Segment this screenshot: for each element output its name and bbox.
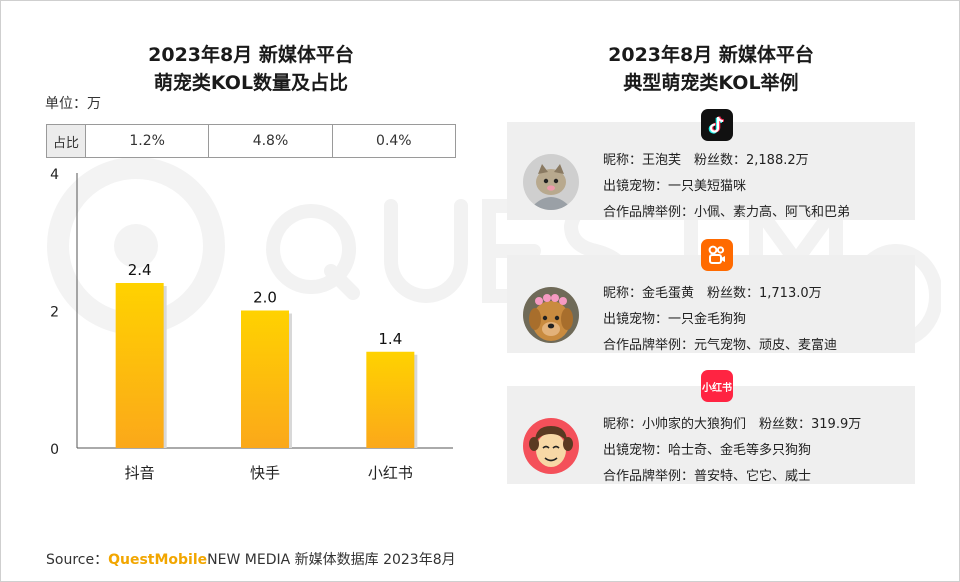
- bar: [366, 351, 415, 448]
- bar-value-label: 1.4: [378, 330, 402, 348]
- kol-name-line: 昵称：小帅家的大狼狗们 粉丝数：319.9万: [603, 417, 862, 432]
- source-brand: QuestMobile: [108, 552, 208, 568]
- kol-info-3: 昵称：小帅家的大狼狗们 粉丝数：319.9万 出镜宠物：哈士奇、金毛等多只狗狗 …: [603, 412, 861, 490]
- kol-brand-line: 合作品牌举例：小佩、素力高、阿飞和巴弟: [603, 205, 851, 220]
- share-value-xiaohongshu: 0.4%: [331, 125, 455, 157]
- chart-title-line1: 2023年8月 新媒体平台: [148, 44, 354, 66]
- x-tick-label: 快手: [250, 464, 280, 482]
- x-tick-label: 小红书: [368, 464, 413, 482]
- xiaohongshu-icon: 小红书: [701, 370, 733, 402]
- kol-name-line: 昵称：金毛蛋黄 粉丝数：1,713.0万: [603, 286, 822, 301]
- source-note: Source：QuestMobileNEW MEDIA 新媒体数据库 2023年…: [46, 549, 456, 569]
- examples-title-line1: 2023年8月 新媒体平台: [608, 44, 814, 66]
- kol-brand-line: 合作品牌举例：普安特、它它、威士: [603, 469, 812, 484]
- kol-avatar-golden-retriever: [523, 287, 579, 343]
- kol-card-kuaishou: 昵称：金毛蛋黄 粉丝数：1,713.0万 出镜宠物：一只金毛狗狗 合作品牌举例：…: [507, 255, 915, 353]
- chart-title: 2023年8月 新媒体平台 萌宠类KOL数量及占比: [61, 41, 441, 97]
- y-tick-label: 4: [50, 167, 59, 183]
- y-tick-label: 2: [50, 305, 59, 321]
- share-label: 占比: [47, 125, 85, 157]
- source-rest: NEW MEDIA 新媒体数据库 2023年8月: [207, 552, 456, 568]
- kol-avatar-cartoon: [523, 418, 579, 474]
- x-tick-label: 抖音: [125, 464, 155, 482]
- kol-pet-line: 出镜宠物：哈士奇、金毛等多只狗狗: [603, 443, 812, 458]
- kol-info-1: 昵称：王泡芙 粉丝数：2,188.2万 出镜宠物：一只美短猫咪 合作品牌举例：小…: [603, 148, 850, 226]
- unit-label: 单位：万: [45, 96, 101, 112]
- kol-info-2: 昵称：金毛蛋黄 粉丝数：1,713.0万 出镜宠物：一只金毛狗狗 合作品牌举例：…: [603, 281, 837, 359]
- kuaishou-icon: [701, 239, 733, 271]
- share-value-kuaishou: 4.8%: [208, 125, 331, 157]
- chart-title-line2: 萌宠类KOL数量及占比: [153, 72, 349, 94]
- kol-avatar-cat: [523, 154, 579, 210]
- examples-title: 2023年8月 新媒体平台 典型萌宠类KOL举例: [521, 41, 901, 97]
- bar-value-label: 2.0: [253, 289, 277, 307]
- douyin-icon: [701, 109, 733, 141]
- share-table: 占比 1.2% 4.8% 0.4%: [46, 124, 456, 158]
- share-value-douyin: 1.2%: [85, 125, 208, 157]
- examples-title-line2: 典型萌宠类KOL举例: [623, 72, 799, 94]
- xiaohongshu-icon-text: 小红书: [702, 382, 732, 394]
- bar-value-label: 2.4: [128, 261, 152, 279]
- kol-card-xiaohongshu: 昵称：小帅家的大狼狗们 粉丝数：319.9万 出镜宠物：哈士奇、金毛等多只狗狗 …: [507, 386, 915, 484]
- kol-brand-line: 合作品牌举例：元气宠物、顽皮、麦富迪: [603, 338, 838, 353]
- bar: [115, 283, 164, 448]
- bar: [241, 310, 289, 448]
- y-tick-label: 0: [50, 442, 59, 458]
- bar-chart: 0 2 4 2.4 抖音 2.0 快手 1.4 小红书: [50, 167, 453, 482]
- kol-name-line: 昵称：王泡芙 粉丝数：2,188.2万: [603, 153, 809, 168]
- source-prefix: Source：: [46, 552, 109, 568]
- kol-pet-line: 出镜宠物：一只美短猫咪: [603, 179, 747, 194]
- kol-pet-line: 出镜宠物：一只金毛狗狗: [603, 312, 747, 327]
